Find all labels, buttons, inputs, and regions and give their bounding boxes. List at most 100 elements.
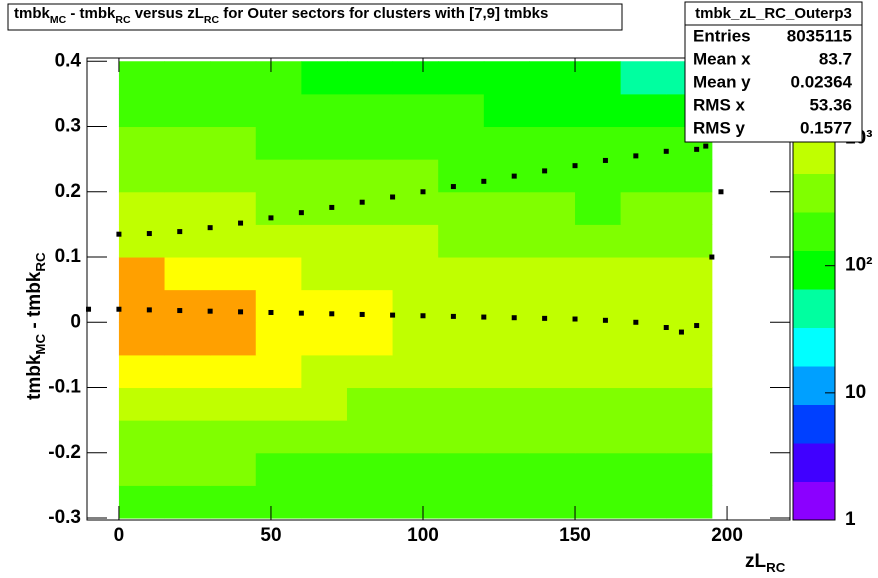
subscript: RC: [33, 252, 48, 272]
palette-swatch: [793, 289, 835, 328]
heat-cell: [575, 93, 622, 128]
heat-cell: [164, 159, 211, 193]
heat-cell: [118, 93, 166, 128]
heat-cell: [666, 485, 713, 519]
heat-cell: [529, 61, 576, 95]
profile-point: [450, 184, 456, 190]
heat-cell: [392, 289, 439, 323]
heat-cell: [529, 191, 576, 225]
heat-cell: [301, 354, 348, 389]
heat-cell: [438, 191, 485, 225]
heat-cell: [210, 485, 257, 519]
heat-cell: [210, 61, 257, 95]
heat-cell: [529, 257, 576, 291]
heat-cell: [666, 452, 713, 486]
heat-cell: [255, 452, 302, 486]
heat-cell: [210, 93, 257, 128]
heat-cell: [346, 61, 394, 95]
heat-cell: [620, 322, 667, 356]
heat-cell: [210, 224, 257, 258]
heat-cell: [575, 485, 622, 519]
profile-point: [678, 329, 684, 335]
heat-cell: [483, 191, 530, 225]
heat-cell: [255, 387, 302, 421]
heat-cell: [575, 387, 622, 421]
heat-cell: [210, 289, 257, 323]
y-tick-label: 0.4: [55, 50, 82, 71]
heat-cell: [118, 126, 166, 160]
palette-swatch: [793, 366, 835, 405]
heat-cell: [483, 289, 530, 323]
heat-cell: [392, 126, 439, 160]
heat-cell: [301, 420, 348, 454]
heat-cell: [529, 289, 576, 323]
profile-point: [420, 313, 426, 319]
label-part: zL: [745, 551, 767, 572]
heat-cell: [666, 159, 713, 193]
profile-point: [207, 225, 213, 231]
heat-cell: [301, 126, 348, 160]
label-part: for Outer sectors for clusters with [7,9…: [219, 5, 548, 22]
title-box: [7, 3, 623, 31]
frame: [86, 57, 791, 521]
heat-cell: [438, 61, 485, 95]
heat-cell: [118, 322, 166, 356]
y-tick-label: 0.2: [55, 181, 81, 202]
palette-swatch: [793, 250, 835, 290]
profile-point: [390, 312, 396, 318]
y-tick-label: 0.1: [55, 246, 82, 267]
label-part: tmbk: [14, 5, 50, 22]
heat-cell: [575, 257, 622, 291]
heat-cell: [483, 420, 530, 454]
heat-cell: [255, 93, 302, 128]
heat-cell: [666, 257, 713, 291]
heat-cell: [438, 485, 485, 519]
x-tick-label: 150: [559, 525, 591, 546]
heat-cell: [438, 289, 485, 323]
heat-cell: [346, 224, 394, 258]
profile-point: [511, 173, 517, 179]
heat-cell: [210, 452, 257, 486]
heat-cell: [301, 257, 348, 291]
heat-cell: [164, 224, 211, 258]
heat-cell: [255, 420, 302, 454]
heat-cell: [392, 93, 439, 128]
heat-cell: [255, 354, 302, 389]
heat-cell: [483, 61, 530, 95]
heat-cell: [346, 387, 394, 421]
heat-cell: [301, 289, 348, 323]
heat-cell: [255, 61, 302, 95]
profile-point: [177, 229, 183, 235]
heat-cell: [620, 485, 667, 519]
heat-cell: [438, 257, 485, 291]
heat-cell: [438, 322, 485, 356]
heat-cell: [620, 354, 667, 389]
y-tick-label: -0.3: [48, 507, 81, 528]
heat-cell: [301, 93, 348, 128]
heat-cell: [575, 354, 622, 389]
heat-cell: [575, 420, 622, 454]
heat-cell: [392, 257, 439, 291]
heat-cell: [529, 224, 576, 258]
heat-cell: [620, 289, 667, 323]
y-tick-label: 0.3: [55, 116, 81, 137]
heat-cell: [620, 224, 667, 258]
heat-cell: [255, 257, 302, 291]
profile-point: [694, 323, 700, 329]
profile-point: [709, 254, 715, 260]
heat-cell: [575, 126, 622, 160]
heat-cell: [164, 420, 211, 454]
profile-point: [420, 189, 426, 195]
plot-area: [86, 58, 736, 519]
heat-cell: [346, 191, 394, 225]
heat-cell: [529, 387, 576, 421]
heat-cell: [438, 93, 485, 128]
heat-cell: [164, 61, 211, 95]
heat-cell: [164, 93, 211, 128]
heat-cell: [118, 224, 166, 258]
profile-point: [703, 143, 709, 149]
z-tick-label: 10: [845, 382, 866, 403]
z-tick-label: 10²: [845, 255, 872, 276]
z-tick-label: 1: [845, 509, 856, 530]
